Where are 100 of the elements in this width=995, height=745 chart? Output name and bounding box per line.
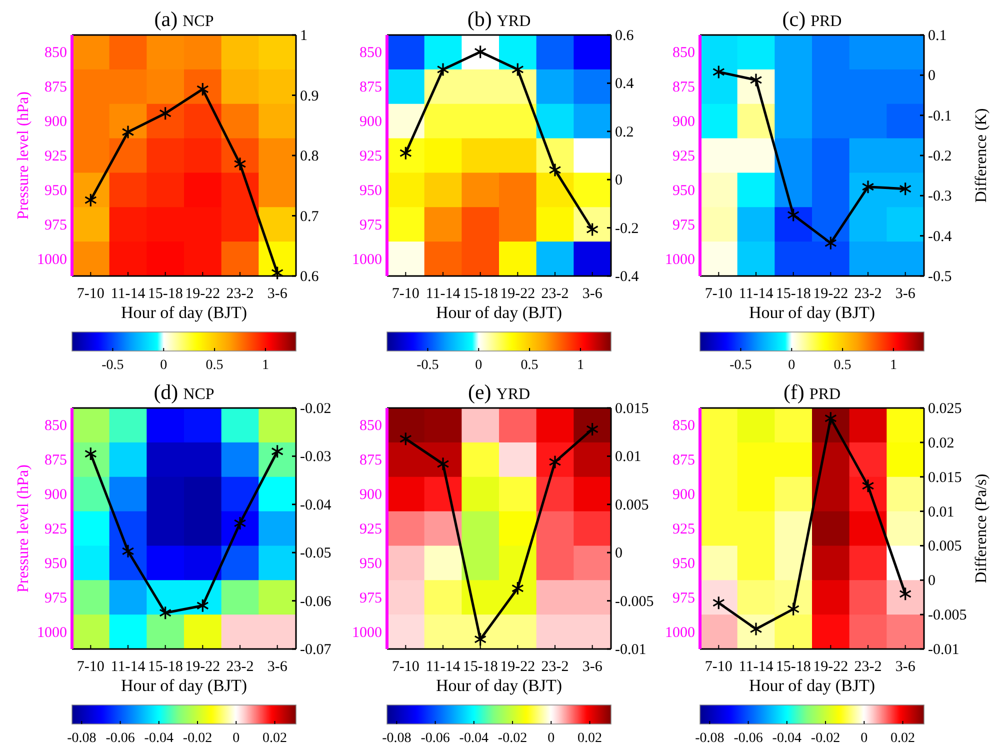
color-bar-label: 0.5	[834, 358, 852, 373]
y-tick-label: 950	[672, 556, 695, 572]
point	[787, 208, 800, 222]
y2-tick-label: -0.2	[615, 220, 639, 237]
y2-tick-label: 0	[928, 573, 936, 590]
x-tick-label: 23-2	[226, 659, 254, 675]
color-bar-label: -0.08	[67, 731, 96, 745]
color-bar-label: 0	[788, 358, 796, 373]
y-tick-label: 1000	[665, 624, 695, 641]
y2-tick-label: 0.005	[928, 538, 962, 555]
point	[511, 62, 524, 77]
x-tick-label: 15-18	[776, 286, 811, 302]
y2-tick-label: -0.03	[300, 449, 332, 466]
y2-tick-label: 0.8	[300, 148, 319, 164]
y-tick-label: 1000	[352, 624, 382, 641]
color-bar-label: -0.04	[459, 731, 488, 745]
point	[271, 266, 284, 280]
x-axis-title: Hour of day (BJT)	[748, 303, 876, 322]
y2-tick-label: -0.01	[928, 642, 960, 658]
x-tick-label: 3-6	[895, 659, 916, 675]
chart-title: (e) YRD	[468, 380, 530, 404]
y-tick-label: 875	[360, 452, 382, 469]
x-tick-label: 7-10	[704, 286, 732, 302]
y-tick-label: 850	[672, 418, 695, 434]
y-tick-label: 925	[44, 522, 67, 538]
x-tick-label: 11-14	[110, 659, 146, 675]
y2-tick-label: -0.02	[300, 401, 332, 417]
y-tick-label: 975	[672, 590, 695, 606]
x-tick-label: 23-2	[854, 286, 882, 302]
y-tick-label: 925	[360, 148, 382, 164]
y-tick-label: 975	[360, 217, 382, 234]
color-bar-label: 0	[232, 731, 240, 745]
point	[84, 193, 97, 208]
x-tick-label: 11-14	[426, 286, 461, 302]
chart-title: (c) PRD	[782, 7, 842, 31]
y-tick-label: 950	[360, 556, 382, 572]
y-axis-title: Pressure level (hPa)	[15, 464, 32, 592]
point	[787, 602, 800, 616]
y-tick-label: 900	[360, 487, 382, 504]
y-tick-label: 875	[672, 452, 695, 469]
y2-tick-label: -0.01	[615, 642, 646, 658]
y-tick-label: 925	[672, 148, 695, 164]
y-tick-label: 1000	[665, 252, 695, 268]
y2-tick-label: -0.005	[615, 594, 654, 610]
x-tick-label: 19-22	[500, 659, 536, 675]
y-tick-label: 900	[672, 114, 695, 130]
x-tick-label: 15-18	[148, 286, 183, 302]
x-axis-title: Hour of day (BJT)	[436, 303, 562, 322]
x-axis-title: Hour of day (BJT)	[120, 676, 248, 695]
color-bar-label: 1	[262, 358, 269, 373]
y-tick-label: 875	[44, 80, 67, 96]
x-tick-label: 7-10	[76, 659, 104, 675]
y2-tick-label: 0.005	[615, 497, 649, 514]
y-tick-label: 950	[44, 556, 67, 572]
color-bar-label: -0.06	[106, 731, 135, 745]
color-bar-label: -0.04	[772, 731, 802, 745]
x-tick-label: 15-18	[462, 286, 498, 302]
x-tick-label: 19-22	[813, 286, 848, 302]
chart-title: (d) NCP	[154, 380, 214, 404]
color-bar-label: 0.02	[262, 731, 288, 745]
y-tick-label: 850	[360, 418, 382, 434]
point	[196, 598, 209, 613]
color-bar-label: -0.5	[416, 358, 439, 373]
y-tick-label: 850	[44, 45, 67, 62]
y2-tick-label: 0.1	[928, 28, 947, 44]
color-bar-label: -0.5	[102, 358, 124, 373]
x-tick-label: 3-6	[267, 286, 288, 302]
y2-tick-label: -0.005	[928, 608, 967, 624]
y-tick-label: 850	[360, 45, 382, 62]
y-tick-label: 925	[44, 148, 67, 164]
y2-tick-label: -0.05	[300, 546, 332, 562]
x-tick-label: 15-18	[148, 659, 183, 675]
color-bar-label: 0.5	[520, 358, 538, 373]
color-bar-label: -0.5	[730, 358, 752, 373]
x-tick-label: 23-2	[541, 286, 569, 302]
y2-tick-label: 0	[615, 546, 622, 562]
x-tick-label: 7-10	[392, 659, 420, 675]
x-axis-title: Hour of day (BJT)	[436, 676, 562, 695]
y2-tick-label: 0.02	[928, 435, 954, 452]
color-bar-label: -0.06	[734, 731, 763, 745]
point	[159, 106, 172, 120]
y-tick-label: 850	[672, 45, 695, 62]
color-bar-label: 0.02	[578, 731, 602, 745]
y-tick-label: 975	[672, 217, 695, 234]
x-tick-label: 19-22	[185, 286, 220, 302]
y-tick-label: 925	[672, 522, 695, 538]
point	[474, 44, 487, 59]
x-axis-title: Hour of day (BJT)	[748, 676, 876, 695]
y-tick-label: 900	[672, 487, 695, 504]
x-tick-label: 15-18	[462, 659, 498, 675]
y2-tick-label: -0.4	[928, 228, 952, 245]
y-tick-label: 1000	[352, 252, 382, 268]
point	[271, 444, 284, 458]
x-tick-label: 15-18	[776, 659, 811, 675]
color-bar-label: -0.04	[144, 731, 174, 745]
x-tick-label: 11-14	[426, 659, 461, 675]
x-tick-label: 19-22	[500, 286, 536, 302]
y-tick-label: 975	[44, 217, 67, 234]
color-bar-label: -0.02	[182, 731, 212, 745]
y2-tick-label: 0.7	[300, 208, 320, 225]
